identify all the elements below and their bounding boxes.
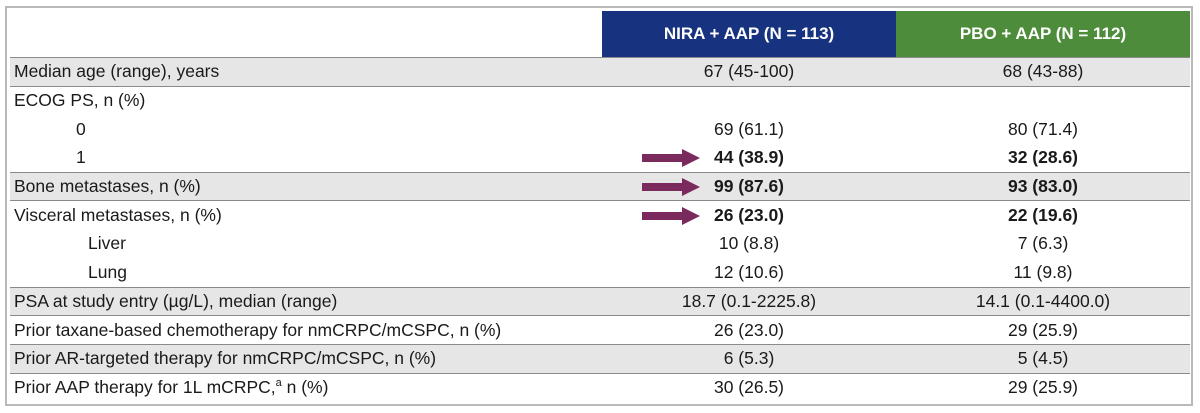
row-label: Prior AAP therapy for 1L mCRPC, [14, 377, 276, 398]
nira-value: 26 (23.0) [713, 205, 785, 226]
nira-value: 69 (61.1) [713, 118, 785, 139]
pbo-value: 80 (71.4) [1007, 118, 1079, 139]
header-blank-cell [10, 11, 602, 58]
pbo-value: 14.1 (0.1-4400.0) [896, 286, 1190, 316]
baseline-characteristics-table: NIRA + AAP (N = 113) PBO + AAP (N = 112)… [10, 11, 1190, 402]
nira-value [602, 85, 896, 115]
table-row: Lung 12 (10.6) 11 (9.8) [10, 258, 1190, 287]
row-label-suffix: n (%) [281, 377, 329, 398]
table-row: 0 69 (61.1) 80 (71.4) [10, 115, 1190, 144]
nira-value: 30 (26.5) [602, 372, 896, 402]
pbo-value: 93 (83.0) [896, 171, 1190, 201]
nira-value: 67 (45-100) [602, 57, 896, 87]
table-row: Visceral metastases, n (%) 26 (23.0) 22 … [10, 200, 1190, 230]
pbo-value: 22 (19.6) [896, 200, 1190, 230]
footnote-marker: a [275, 377, 282, 390]
right-arrow-icon [642, 177, 700, 196]
nira-value: 10 (8.8) [718, 233, 780, 254]
nira-value: 44 (38.9) [713, 147, 785, 168]
table-row: Bone metastases, n (%) 99 (87.6) 93 (83.… [10, 171, 1190, 201]
pbo-value: 32 (28.6) [1007, 147, 1079, 168]
nira-value: 26 (23.0) [602, 315, 896, 345]
header-pbo-aap: PBO + AAP (N = 112) [896, 11, 1190, 58]
table-row: Prior AAP therapy for 1L mCRPC,a n (%) 3… [10, 372, 1190, 402]
row-label: Visceral metastases, n (%) [10, 200, 602, 230]
row-label: ECOG PS, n (%) [10, 85, 602, 115]
pbo-value: 11 (9.8) [1013, 261, 1073, 282]
nira-value-cell: 44 (38.9) [602, 144, 896, 173]
row-label: Lung [88, 261, 127, 282]
table-row: Prior AR-targeted therapy for nmCRPC/mCS… [10, 343, 1190, 374]
nira-value: 18.7 (0.1-2225.8) [602, 286, 896, 316]
pbo-value: 68 (43-88) [896, 57, 1190, 87]
pbo-value: 7 (6.3) [1017, 233, 1069, 254]
pbo-value: 5 (4.5) [896, 343, 1190, 374]
row-label: 1 [76, 147, 86, 168]
header-nira-aap: NIRA + AAP (N = 113) [602, 11, 896, 58]
pbo-value: 29 (25.9) [896, 315, 1190, 345]
row-label: PSA at study entry (µg/L), median (range… [10, 286, 602, 316]
table-row: 1 44 (38.9) 32 (28.6) [10, 144, 1190, 173]
row-label: Median age (range), years [10, 57, 602, 87]
row-label: Prior taxane-based chemotherapy for nmCR… [10, 315, 602, 345]
row-label: Prior AR-targeted therapy for nmCRPC/mCS… [10, 343, 602, 374]
table-row: Liver 10 (8.8) 7 (6.3) [10, 230, 1190, 259]
row-label: Liver [88, 233, 126, 254]
nira-value: 12 (10.6) [713, 261, 785, 282]
table-row: PSA at study entry (µg/L), median (range… [10, 286, 1190, 316]
nira-value-cell: 26 (23.0) [602, 200, 896, 230]
row-label-cell: Prior AAP therapy for 1L mCRPC,a n (%) [10, 372, 602, 402]
table-row: ECOG PS, n (%) [10, 85, 1190, 115]
nira-value: 6 (5.3) [602, 343, 896, 374]
table-row: Median age (range), years 67 (45-100) 68… [10, 57, 1190, 87]
nira-value: 99 (87.6) [713, 176, 785, 197]
right-arrow-icon [642, 206, 700, 225]
right-arrow-icon [642, 148, 700, 167]
pbo-value [896, 85, 1190, 115]
nira-value-cell: 99 (87.6) [602, 171, 896, 201]
row-label: 0 [76, 118, 86, 139]
pbo-value: 29 (25.9) [896, 372, 1190, 402]
table-row: Prior taxane-based chemotherapy for nmCR… [10, 315, 1190, 345]
row-label: Bone metastases, n (%) [10, 171, 602, 201]
header-row: NIRA + AAP (N = 113) PBO + AAP (N = 112) [10, 11, 1190, 58]
